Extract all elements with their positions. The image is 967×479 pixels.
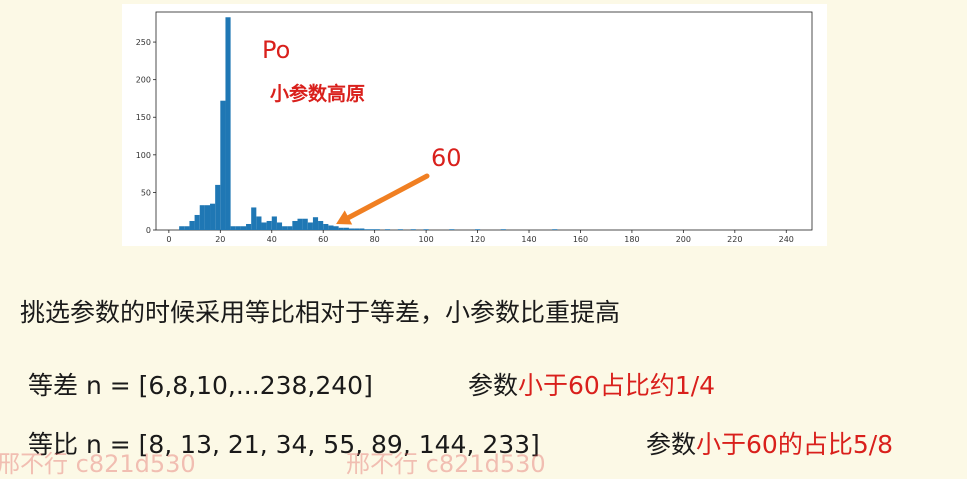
line3-prefix: 等比 n = [8, 13, 21, 34, 55, 89, 144, 233] xyxy=(28,430,540,459)
line2-prefix: 等差 n = [6,8,10,...238,240] xyxy=(28,371,373,400)
x-tick-label: 200 xyxy=(676,235,691,244)
x-tick-label: 180 xyxy=(624,235,639,244)
x-tick-label: 20 xyxy=(215,235,225,244)
x-tick-label: 60 xyxy=(318,235,328,244)
histogram-bar xyxy=(179,226,185,230)
histogram-bar xyxy=(271,216,277,230)
plot-frame xyxy=(155,11,813,231)
histogram-bar xyxy=(348,228,355,230)
histogram-bar xyxy=(343,227,349,230)
histogram-bar xyxy=(359,228,365,230)
histogram-chart: 0 20 40 60 80 100 120 140 160 180 200 220 240 0 50 100 1… xyxy=(136,11,813,244)
histogram-bar xyxy=(500,229,506,230)
histogram-panel: 0 20 40 60 80 100 120 140 160 180 200 220 240 0 50 100 1… xyxy=(122,4,827,246)
histogram-bar xyxy=(256,216,262,230)
watermark-1: 邢不行 c821d530 xyxy=(0,450,196,478)
histogram-bar xyxy=(333,226,339,230)
x-tick-label: 80 xyxy=(370,235,380,244)
histogram-bar xyxy=(282,226,288,230)
axes: 0 20 40 60 80 100 120 140 160 180 200 220 240 0 50 100 1… xyxy=(136,11,813,244)
histogram-bar xyxy=(246,223,252,230)
histogram-bar xyxy=(251,207,257,230)
histogram-bar xyxy=(354,228,360,230)
line2-red: 小于60占比约1/4 xyxy=(518,371,716,400)
arrow-head xyxy=(336,210,353,225)
histogram-bar xyxy=(292,220,298,230)
histogram-bar xyxy=(449,229,455,230)
histogram-bar xyxy=(338,227,344,230)
y-tick-label: 200 xyxy=(136,76,151,85)
arrow-shaft xyxy=(341,173,430,223)
histogram-bar xyxy=(302,218,308,230)
x-tick-label: 40 xyxy=(267,235,277,244)
histogram-bar xyxy=(261,222,267,230)
text-line-2-right: 参数小于60占比约1/4 xyxy=(468,366,715,402)
text-line-2: 等差 n = [6,8,10,...238,240] xyxy=(28,366,373,402)
histogram-bar xyxy=(189,220,195,230)
histogram-bar xyxy=(287,226,293,230)
x-tick-label: 100 xyxy=(418,235,433,244)
y-tick-label: 150 xyxy=(136,113,151,122)
x-tick-label: 140 xyxy=(521,235,536,244)
chart-annotation-title: Po xyxy=(262,36,291,64)
histogram-bar xyxy=(230,226,236,230)
histogram-bar xyxy=(297,218,303,230)
y-tick-label: 50 xyxy=(141,188,151,197)
y-tick-label: 100 xyxy=(136,151,151,160)
histogram-bar xyxy=(423,229,429,230)
y-tick-label: 250 xyxy=(136,38,151,47)
histogram-bar xyxy=(220,100,226,230)
x-tick-label: 0 xyxy=(166,235,171,244)
text-line-3-right: 参数小于60的占比5/8 xyxy=(646,425,893,461)
histogram-bar xyxy=(210,203,216,230)
histogram-bar xyxy=(474,229,481,230)
bars xyxy=(179,17,558,230)
chart-annotation-60: 60 xyxy=(431,144,462,172)
x-tick-label: 240 xyxy=(779,235,794,244)
histogram-bar xyxy=(312,217,319,230)
histogram-bar xyxy=(266,220,272,230)
text-line-1: 挑选参数的时候采用等比相对于等差，小参数比重提高 xyxy=(20,298,621,327)
chart-annotation-subtitle: 小参数高原 xyxy=(270,83,366,105)
x-tick-label: 220 xyxy=(727,235,742,244)
y-tick-label: 0 xyxy=(146,226,151,235)
histogram-bar xyxy=(552,229,558,230)
histogram-bar xyxy=(397,229,403,230)
histogram-bar xyxy=(240,226,247,230)
arrow-annotation xyxy=(336,173,430,225)
line3-mid: 参数 xyxy=(646,430,697,459)
histogram-bar xyxy=(384,229,391,230)
x-tick-label: 120 xyxy=(470,235,485,244)
text-line-3: 等比 n = [8, 13, 21, 34, 55, 89, 144, 233] xyxy=(28,425,540,461)
histogram-bar xyxy=(307,222,313,230)
histogram-bar xyxy=(328,225,334,230)
histogram-bar xyxy=(184,226,190,230)
histogram-bar xyxy=(410,229,416,230)
histogram-bar xyxy=(364,229,370,230)
histogram-bar xyxy=(374,229,380,230)
x-tick-label: 160 xyxy=(573,235,588,244)
histogram-bar xyxy=(369,229,375,230)
histogram-bar xyxy=(235,226,241,230)
line3-red: 小于60的占比5/8 xyxy=(696,430,894,459)
histogram-bar xyxy=(194,214,200,230)
watermark-2: 邢不行 c821d530 xyxy=(346,450,546,478)
histogram-bar xyxy=(204,205,211,230)
histogram-bar xyxy=(199,205,205,230)
line2-mid: 参数 xyxy=(468,371,519,400)
histogram-bar xyxy=(225,17,231,230)
histogram-bar xyxy=(276,222,283,230)
histogram-bar xyxy=(215,184,221,230)
histogram-bar xyxy=(318,220,324,230)
histogram-bar xyxy=(323,223,329,230)
